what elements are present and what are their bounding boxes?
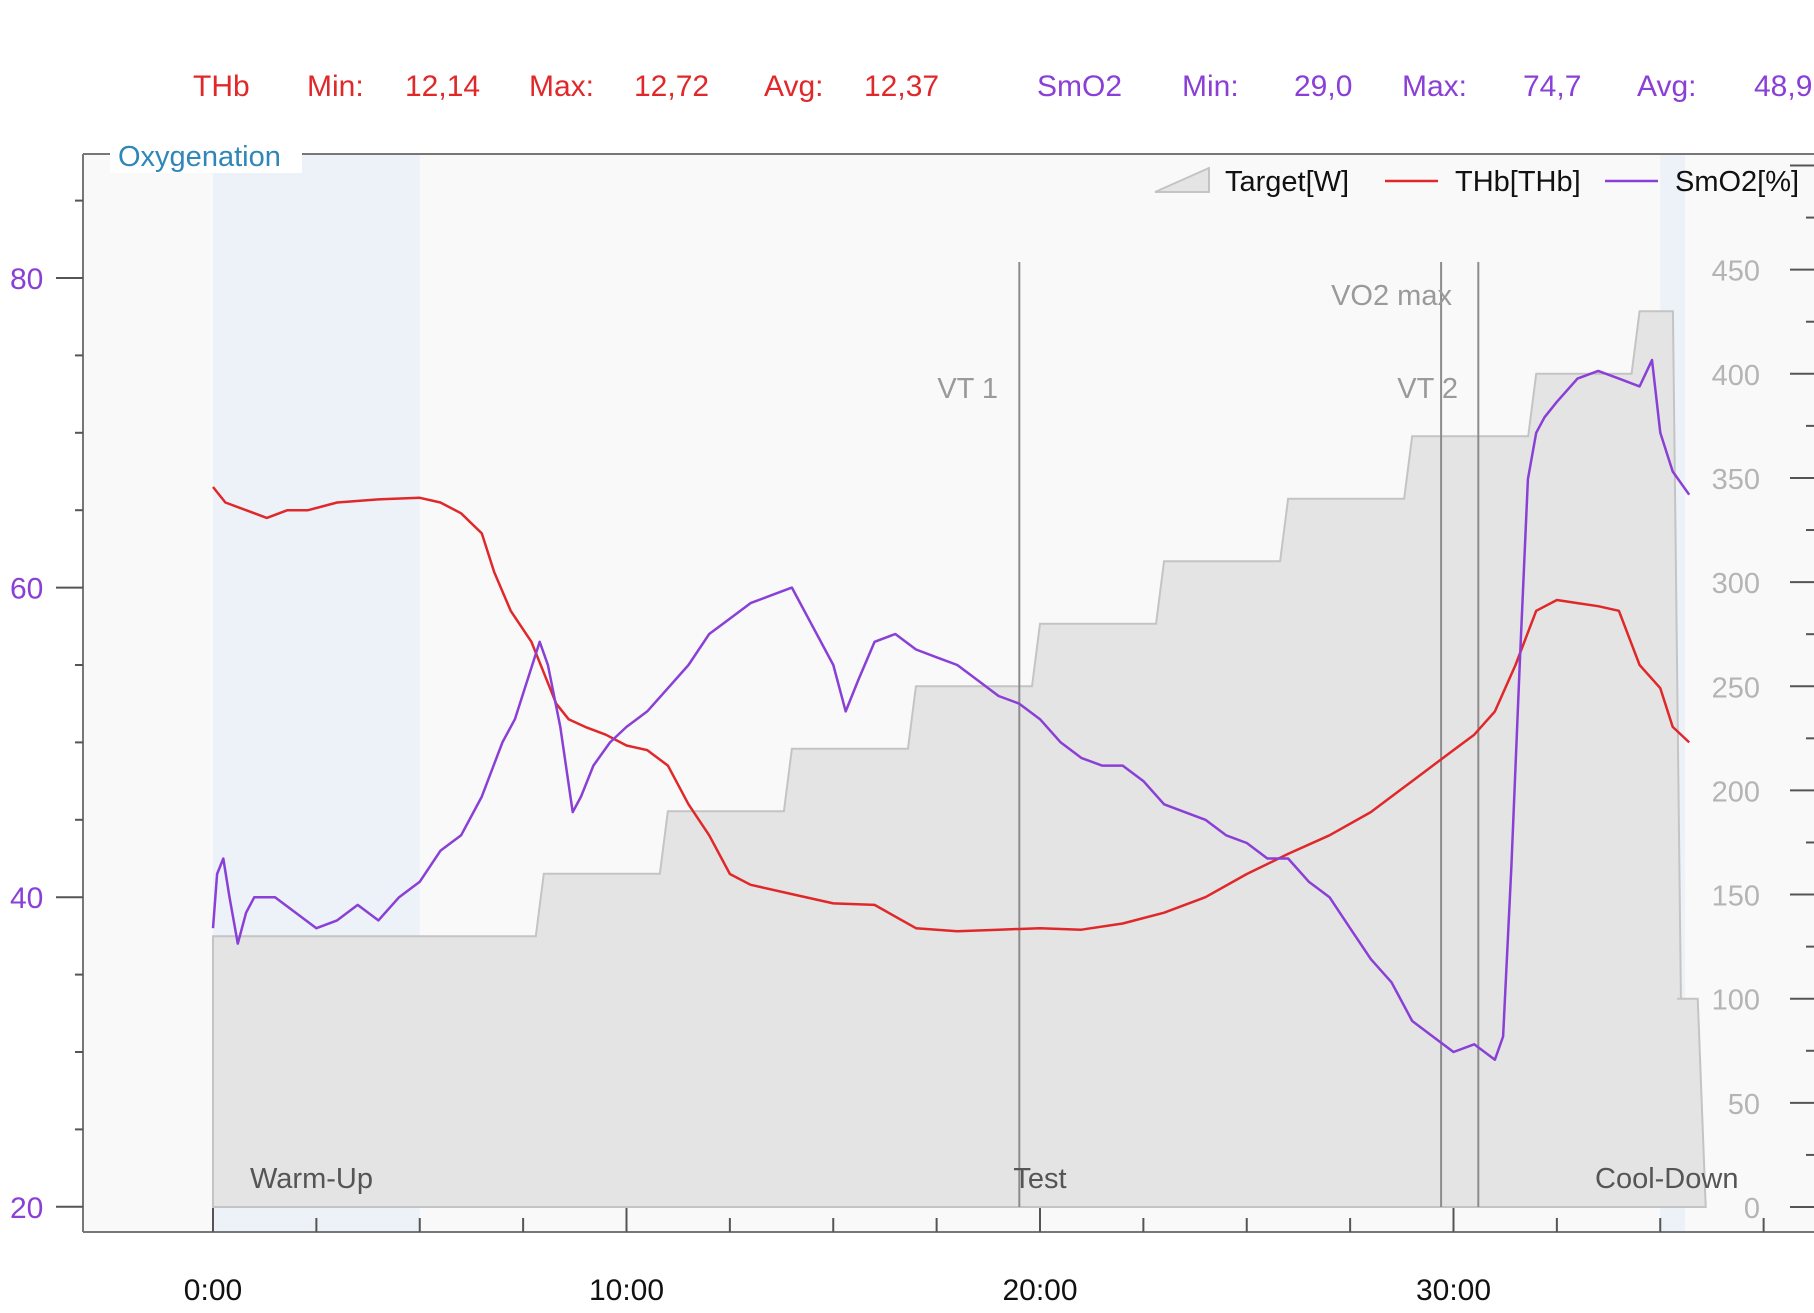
summary-stats-row: THb Min: 12,14 Max: 12,72 Avg: 12,37 SmO… xyxy=(0,70,1814,114)
phase-label: Test xyxy=(1013,1163,1066,1195)
right-axis-tick-label: 400 xyxy=(1712,360,1760,392)
thb-avg-label: Avg: xyxy=(764,70,824,103)
legend-label: Target[W] xyxy=(1225,166,1349,198)
phase-label: Cool-Down xyxy=(1595,1163,1738,1195)
threshold-marker-label: VO2 max xyxy=(1331,280,1452,312)
thb-avg-value: 12,37 xyxy=(864,70,940,103)
legend-label: THb[THb] xyxy=(1455,166,1581,198)
phase-label: Warm-Up xyxy=(250,1163,373,1195)
threshold-marker-label: VT 1 xyxy=(937,373,998,405)
left-axis-tick-label: 80 xyxy=(10,263,43,296)
threshold-marker-label: VT 2 xyxy=(1397,373,1458,405)
thb-min-label: Min: xyxy=(307,70,364,103)
panel-title: Oxygenation xyxy=(118,141,281,173)
smo2-avg-value: 48,9 xyxy=(1754,70,1813,103)
right-axis-tick-label: 100 xyxy=(1712,985,1760,1017)
thb-min-value: 12,14 xyxy=(405,70,481,103)
right-axis-tick-label: 0 xyxy=(1744,1193,1760,1225)
bottom-axis-tick-label: 30:00 xyxy=(1416,1274,1491,1307)
right-axis-tick-label: 250 xyxy=(1712,672,1760,704)
thb-stat-name: THb xyxy=(193,70,250,103)
smo2-max-label: Max: xyxy=(1402,70,1468,103)
legend-swatch-target xyxy=(1154,166,1210,193)
smo2-max-value: 74,7 xyxy=(1523,70,1582,103)
thb-series-line xyxy=(212,486,1691,933)
smo2-stat-name: SmO2 xyxy=(1037,70,1123,103)
bottom-axis-tick-label: 10:00 xyxy=(589,1274,664,1307)
right-axis-tick-label: 150 xyxy=(1712,881,1760,913)
bottom-axis-tick-label: 0:00 xyxy=(184,1274,242,1307)
bottom-axis-tick-label: 20:00 xyxy=(1002,1274,1077,1307)
right-axis-tick-label: 350 xyxy=(1712,464,1760,496)
right-axis-tick-label: 300 xyxy=(1712,568,1760,600)
smo2-avg-label: Avg: xyxy=(1637,70,1697,103)
left-axis-tick-label: 40 xyxy=(10,882,43,915)
smo2-min-label: Min: xyxy=(1182,70,1239,103)
target-power-area xyxy=(212,310,1707,1208)
panel-title-background xyxy=(110,137,302,173)
legend-label: SmO2[%] xyxy=(1675,166,1799,198)
left-axis-tick-label: 20 xyxy=(10,1192,43,1225)
smo2-min-value: 29,0 xyxy=(1294,70,1353,103)
thb-max-label: Max: xyxy=(529,70,595,103)
left-axis-tick-label: 60 xyxy=(10,573,43,606)
right-axis-tick-label: 50 xyxy=(1728,1089,1760,1121)
thb-max-value: 12,72 xyxy=(634,70,710,103)
right-axis-tick-label: 450 xyxy=(1712,256,1760,288)
smo2-series-line xyxy=(211,358,1691,1061)
right-axis-tick-label: 200 xyxy=(1712,776,1760,808)
